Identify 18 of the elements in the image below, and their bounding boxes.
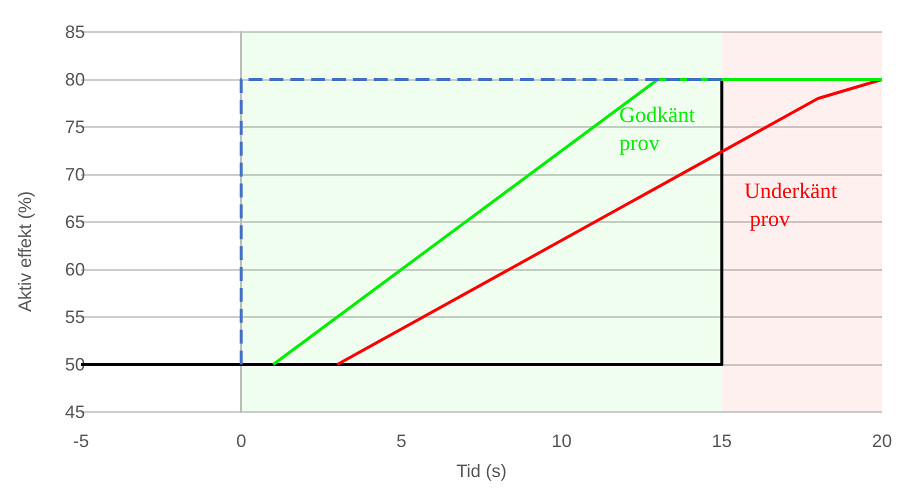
y-tick-label: 60 [64,260,85,280]
x-tick-label: 0 [236,431,246,451]
x-tick-label: 10 [552,431,572,451]
y-tick-label: 85 [64,22,85,42]
x-tick-label: 5 [396,431,406,451]
y-tick-label: 70 [64,164,85,184]
y-tick-label: 75 [64,117,85,137]
x-tick-label: 15 [712,431,732,451]
y-axis-title: Aktiv effekt (%) [15,191,35,312]
band-label: Godkänt prov [619,102,701,155]
band-label: Underkänt prov [744,178,838,231]
y-tick-label: 55 [64,307,85,327]
y-tick-label: 65 [64,212,85,232]
y-tick-label: 45 [64,402,85,422]
y-tick-label: 80 [64,70,85,90]
x-axis-title: Tid (s) [456,461,507,481]
x-tick-label: -5 [72,431,90,451]
x-tick-label: 20 [872,431,892,451]
